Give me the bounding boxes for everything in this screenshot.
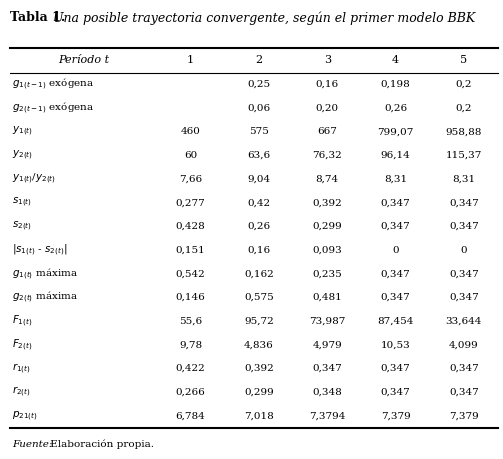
Text: 0,347: 0,347: [449, 198, 479, 207]
Text: 6,784: 6,784: [176, 411, 205, 420]
Text: 115,37: 115,37: [446, 151, 482, 160]
Text: 667: 667: [317, 127, 337, 136]
Text: 5: 5: [460, 56, 467, 65]
Text: $s_{2(t)}$: $s_{2(t)}$: [13, 220, 32, 233]
Text: 0,25: 0,25: [247, 80, 271, 89]
Text: 0,16: 0,16: [316, 80, 339, 89]
Text: 0,151: 0,151: [176, 246, 205, 255]
Text: 0,347: 0,347: [449, 388, 479, 397]
Text: $p_{21(t)}$: $p_{21(t)}$: [13, 409, 38, 423]
Text: 460: 460: [181, 127, 201, 136]
Text: $y_{1(t)}$: $y_{1(t)}$: [13, 125, 33, 139]
Text: 8,74: 8,74: [316, 174, 339, 184]
Text: 0,542: 0,542: [176, 269, 205, 278]
Text: $g_{1(t-1)}$ exógena: $g_{1(t-1)}$ exógena: [13, 77, 95, 92]
Text: 95,72: 95,72: [244, 317, 274, 326]
Text: 8,31: 8,31: [452, 174, 475, 184]
Text: 0,481: 0,481: [312, 293, 342, 302]
Text: $y_{1(t)}$/$y_{2(t)}$: $y_{1(t)}$/$y_{2(t)}$: [13, 172, 56, 186]
Text: 96,14: 96,14: [381, 151, 410, 160]
Text: 0,2: 0,2: [456, 104, 472, 112]
Text: 7,379: 7,379: [449, 411, 479, 420]
Text: 0,392: 0,392: [244, 364, 274, 373]
Text: 0,277: 0,277: [176, 198, 205, 207]
Text: 0,347: 0,347: [381, 198, 410, 207]
Text: 0,198: 0,198: [381, 80, 410, 89]
Text: 0,347: 0,347: [381, 388, 410, 397]
Text: 0,392: 0,392: [312, 198, 342, 207]
Text: 0,146: 0,146: [176, 293, 205, 302]
Text: 60: 60: [184, 151, 197, 160]
Text: 0,093: 0,093: [312, 246, 342, 255]
Text: Período t: Período t: [58, 56, 109, 65]
Text: 87,454: 87,454: [377, 317, 413, 326]
Text: Elaboración propia.: Elaboración propia.: [47, 439, 154, 449]
Text: $g_{1(t)}$ máxima: $g_{1(t)}$ máxima: [13, 266, 78, 281]
Text: 575: 575: [249, 127, 269, 136]
Text: 0,347: 0,347: [381, 364, 410, 373]
Text: 0,42: 0,42: [247, 198, 271, 207]
Text: 73,987: 73,987: [309, 317, 346, 326]
Text: $F_{2(t)}$: $F_{2(t)}$: [13, 337, 33, 353]
Text: 4,979: 4,979: [312, 341, 342, 349]
Text: 4,099: 4,099: [449, 341, 479, 349]
Text: 0,347: 0,347: [312, 364, 342, 373]
Text: 55,6: 55,6: [179, 317, 202, 326]
Text: 33,644: 33,644: [446, 317, 482, 326]
Text: 0,20: 0,20: [316, 104, 339, 112]
Text: 0: 0: [392, 246, 399, 255]
Text: 0,575: 0,575: [244, 293, 274, 302]
Text: 0,347: 0,347: [449, 364, 479, 373]
Text: 0,16: 0,16: [247, 246, 271, 255]
Text: $r_{2(t)}$: $r_{2(t)}$: [13, 385, 31, 399]
Text: $|s_{1(t)}$ - $s_{2(t)}|$: $|s_{1(t)}$ - $s_{2(t)}|$: [13, 242, 68, 258]
Text: 0,347: 0,347: [449, 293, 479, 302]
Text: Tabla 1.: Tabla 1.: [10, 11, 70, 24]
Text: 0,26: 0,26: [384, 104, 407, 112]
Text: 0,162: 0,162: [244, 269, 274, 278]
Text: 0,348: 0,348: [312, 388, 342, 397]
Text: 0,347: 0,347: [449, 222, 479, 231]
Text: 0,299: 0,299: [244, 388, 274, 397]
Text: 0,06: 0,06: [247, 104, 271, 112]
Text: 0,347: 0,347: [381, 293, 410, 302]
Text: 0,26: 0,26: [247, 222, 271, 231]
Text: 0,347: 0,347: [449, 269, 479, 278]
Text: 8,31: 8,31: [384, 174, 407, 184]
Text: 0,428: 0,428: [176, 222, 205, 231]
Text: $g_{2(t)}$ máxima: $g_{2(t)}$ máxima: [13, 290, 78, 305]
Text: 7,018: 7,018: [244, 411, 274, 420]
Text: 0: 0: [461, 246, 467, 255]
Text: 0,266: 0,266: [176, 388, 205, 397]
Text: 4,836: 4,836: [244, 341, 274, 349]
Text: 7,66: 7,66: [179, 174, 202, 184]
Text: 9,78: 9,78: [179, 341, 202, 349]
Text: 0,2: 0,2: [456, 80, 472, 89]
Text: Fuente:: Fuente:: [13, 440, 53, 449]
Text: 7,3794: 7,3794: [309, 411, 346, 420]
Text: 1: 1: [187, 56, 194, 65]
Text: 0,347: 0,347: [381, 269, 410, 278]
Text: 0,299: 0,299: [312, 222, 342, 231]
Text: 9,04: 9,04: [247, 174, 271, 184]
Text: 4: 4: [392, 56, 399, 65]
Text: 0,422: 0,422: [176, 364, 205, 373]
Text: $s_{1(t)}$: $s_{1(t)}$: [13, 196, 32, 209]
Text: $r_{1(t)}$: $r_{1(t)}$: [13, 361, 31, 376]
Text: 2: 2: [256, 56, 263, 65]
Text: 799,07: 799,07: [377, 127, 413, 136]
Text: 3: 3: [323, 56, 331, 65]
Text: 958,88: 958,88: [446, 127, 482, 136]
Text: $g_{2(t-1)}$ exógena: $g_{2(t-1)}$ exógena: [13, 101, 95, 116]
Text: 10,53: 10,53: [381, 341, 410, 349]
Text: 7,379: 7,379: [381, 411, 410, 420]
Text: $F_{1(t)}$: $F_{1(t)}$: [13, 313, 33, 329]
Text: $y_{2(t)}$: $y_{2(t)}$: [13, 149, 33, 162]
Text: Una posible trayectoria convergente, según el primer modelo BBK: Una posible trayectoria convergente, seg…: [53, 11, 475, 25]
Text: 0,235: 0,235: [312, 269, 342, 278]
Text: 0,347: 0,347: [381, 222, 410, 231]
Text: 76,32: 76,32: [312, 151, 342, 160]
Text: 63,6: 63,6: [247, 151, 271, 160]
